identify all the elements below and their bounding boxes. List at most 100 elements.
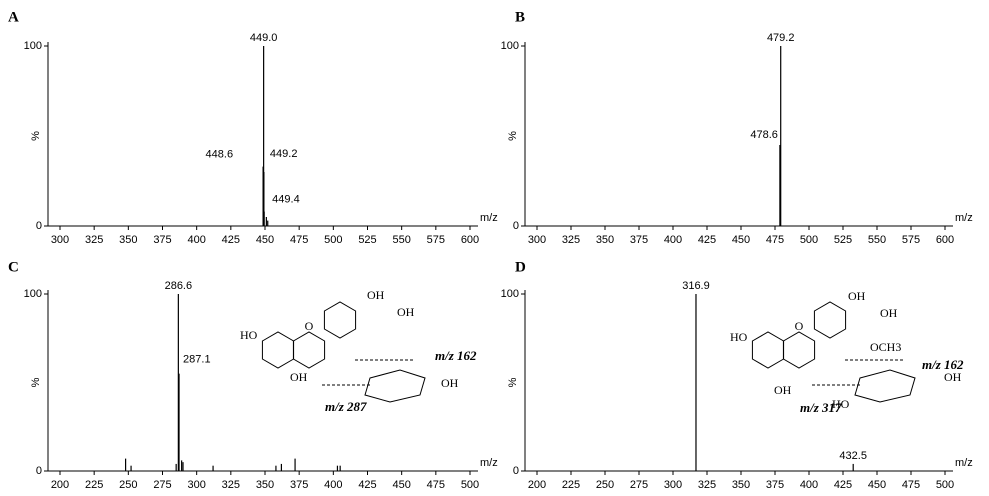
x-tick-label: 600 [461,234,479,246]
x-tick-label: 225 [85,479,103,491]
x-tick-label: 325 [85,234,103,246]
fragment-label: m/z 162 [435,348,477,363]
atom-label: HO [730,330,748,344]
y-tick-label: 0 [36,220,42,232]
atom-label: OH [848,289,866,303]
x-tick-label: 275 [153,479,171,491]
x-tick-label: 475 [290,234,308,246]
x-tick-label: 500 [800,234,818,246]
x-tick-label: 575 [902,234,920,246]
y-axis-label: % [507,131,519,141]
x-tick-label: 575 [427,234,445,246]
peak-label: 287.1 [183,354,211,366]
x-tick-label: 400 [800,479,818,491]
x-tick-label: 325 [562,234,580,246]
x-tick-label: 400 [664,234,682,246]
y-tick-label: 100 [501,40,519,52]
atom-label: HO [240,328,258,342]
x-tick-label: 300 [187,479,205,491]
ring [261,331,295,369]
oxonium: O [305,319,314,333]
x-tick-label: 475 [427,479,445,491]
x-axis-label: m/z [480,457,498,469]
atom-label: OH [774,383,792,397]
fragment-label: m/z 317 [800,400,842,415]
peak-label: 449.0 [250,32,278,44]
x-tick-label: 450 [732,234,750,246]
panel-label: A [8,9,19,25]
x-tick-label: 250 [596,479,614,491]
peak-label: 449.4 [272,194,300,206]
x-tick-label: 475 [902,479,920,491]
atom-label: OH [441,376,459,390]
sugar [364,369,426,403]
ring [751,331,785,369]
x-tick-label: 475 [766,234,784,246]
x-tick-label: 225 [562,479,580,491]
ring [782,331,816,369]
x-tick-label: 250 [119,479,137,491]
x-tick-label: 400 [324,479,342,491]
x-tick-label: 375 [153,234,171,246]
x-tick-label: 275 [630,479,648,491]
x-tick-label: 425 [222,234,240,246]
y-tick-label: 100 [501,288,519,300]
x-axis-label: m/z [955,212,973,224]
y-tick-label: 100 [24,40,42,52]
x-tick-label: 300 [528,234,546,246]
x-tick-label: 350 [119,234,137,246]
y-axis-label: % [30,377,42,387]
atom-label: OH [290,370,308,384]
x-tick-label: 400 [187,234,205,246]
y-tick-label: 0 [513,465,519,477]
panel-label: D [515,259,526,275]
atom-label: OH [880,306,898,320]
x-tick-label: 550 [392,234,410,246]
x-tick-label: 425 [358,479,376,491]
x-tick-label: 300 [51,234,69,246]
x-tick-label: 500 [936,479,954,491]
peak-label: 448.6 [206,149,234,161]
x-tick-label: 450 [256,234,274,246]
fragment-label: m/z 162 [922,357,964,372]
atom-label: OH [397,305,415,319]
y-tick-label: 0 [513,220,519,232]
x-tick-label: 200 [51,479,69,491]
x-tick-label: 375 [766,479,784,491]
panel-label: B [515,9,525,25]
x-tick-label: 325 [222,479,240,491]
y-axis-label: % [30,131,42,141]
atom-label: OH [944,370,962,384]
peak-label: 449.2 [270,148,298,160]
peak-label: 316.9 [682,280,710,292]
x-tick-label: 425 [698,234,716,246]
y-tick-label: 100 [24,288,42,300]
x-tick-label: 550 [868,234,886,246]
sugar [854,369,916,403]
x-tick-label: 450 [868,479,886,491]
x-axis-label: m/z [955,457,973,469]
ring [292,331,326,369]
x-tick-label: 200 [528,479,546,491]
fragment-label: m/z 287 [325,399,367,414]
ring [323,301,357,339]
panel-label: C [8,259,19,275]
atom-label: HO [832,397,850,411]
x-tick-label: 425 [834,479,852,491]
y-tick-label: 0 [36,465,42,477]
peak-label: 432.5 [839,450,867,462]
x-tick-label: 600 [936,234,954,246]
peak-label: 286.6 [165,280,193,292]
peak-label: 478.6 [750,129,778,141]
x-tick-label: 375 [290,479,308,491]
oxonium: O [795,319,804,333]
peak-label: 479.2 [767,32,795,44]
x-tick-label: 525 [834,234,852,246]
x-tick-label: 350 [596,234,614,246]
y-axis-label: % [507,377,519,387]
x-tick-label: 375 [630,234,648,246]
x-tick-label: 525 [358,234,376,246]
x-tick-label: 450 [392,479,410,491]
atom-label: OCH3 [870,340,901,354]
x-tick-label: 350 [732,479,750,491]
